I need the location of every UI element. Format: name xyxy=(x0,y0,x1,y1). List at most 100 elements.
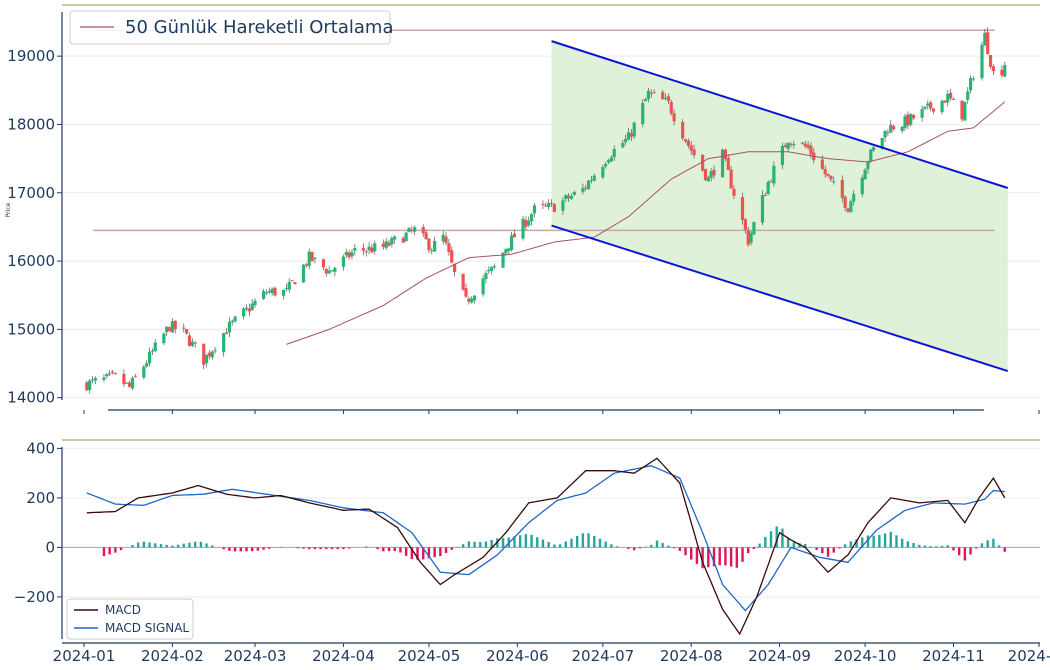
macd-hist-bar xyxy=(929,546,932,548)
macd-hist-bar xyxy=(450,547,453,550)
macd-hist-bar xyxy=(211,545,214,548)
macd-hist-bar xyxy=(701,547,704,569)
candle-body xyxy=(581,187,585,192)
macd-hist-bar xyxy=(718,547,721,566)
macd-hist-bar xyxy=(604,541,607,548)
macd-hist-bar xyxy=(461,544,465,548)
candle-body xyxy=(732,188,736,196)
macd-hist-bar xyxy=(661,543,664,548)
candle-body xyxy=(669,102,673,114)
candle-body xyxy=(906,114,910,126)
candle-body xyxy=(88,380,92,391)
macd-hist-bar xyxy=(165,544,168,548)
candle-body xyxy=(207,352,212,357)
price-y-axis-title: Price xyxy=(5,202,12,217)
macd-xtick-label: 2024-11 xyxy=(922,647,985,665)
candle-body xyxy=(612,149,616,158)
candle-body xyxy=(547,202,551,207)
macd-hist-bar xyxy=(325,547,328,550)
candle-body xyxy=(621,143,625,148)
macd-hist-bar xyxy=(900,538,904,548)
candle-body xyxy=(586,180,591,190)
candle-body xyxy=(481,278,485,295)
macd-ytick-label: 400 xyxy=(26,439,55,457)
macd-hist-bar xyxy=(250,547,254,552)
macd-hist-bar xyxy=(302,547,305,549)
candle-body xyxy=(261,291,266,299)
candle-body xyxy=(886,132,890,134)
candle-body xyxy=(672,113,676,122)
macd-hist-bar xyxy=(804,543,807,548)
candle-body xyxy=(167,327,172,332)
price-ytick-label: 14000 xyxy=(7,389,55,407)
macd-hist-bar xyxy=(330,547,334,550)
candle-body xyxy=(524,220,528,227)
price-ytick-label: 19000 xyxy=(7,47,55,65)
macd-hist-bar xyxy=(781,528,784,548)
macd-hist-bar xyxy=(695,547,699,564)
macd-hist-bar xyxy=(889,531,892,548)
channel-lower-line xyxy=(551,224,1009,373)
candle-body xyxy=(643,99,648,102)
macd-hist-bar xyxy=(193,541,197,548)
candle-body xyxy=(185,329,189,334)
candle-body xyxy=(393,236,397,240)
candle-body xyxy=(786,142,790,149)
macd-hist-bar xyxy=(729,547,733,567)
macd-hist-bar xyxy=(764,536,767,548)
macd-hist-bar xyxy=(986,540,989,548)
candle-body xyxy=(966,91,970,100)
macd-hist-bar xyxy=(638,547,642,549)
macd-histogram xyxy=(102,526,1006,569)
candle-body xyxy=(193,342,197,344)
sma50-line xyxy=(286,101,1006,345)
candle-body xyxy=(233,316,237,322)
candle-body xyxy=(866,161,870,170)
candle-body xyxy=(361,248,365,251)
macd-hist-bar xyxy=(747,547,750,554)
candle-body xyxy=(820,159,824,169)
candle-body xyxy=(384,241,388,248)
candle-body xyxy=(646,90,651,100)
candle-body xyxy=(911,114,916,119)
candle-body xyxy=(892,126,896,130)
candle-body xyxy=(544,205,548,207)
macd-hist-bar xyxy=(154,543,157,548)
macd-hist-bar xyxy=(387,547,391,552)
candle-body xyxy=(663,98,668,100)
macd-hist-bar xyxy=(667,545,670,548)
candle-body xyxy=(923,106,927,109)
candle-body xyxy=(330,270,334,272)
macd-hist-bar xyxy=(422,547,425,560)
candle-body xyxy=(213,350,217,352)
candle-body xyxy=(740,197,745,221)
candle-body xyxy=(823,169,827,175)
candle-body xyxy=(929,102,933,109)
candle-body xyxy=(150,350,155,352)
macd-hist-bar xyxy=(838,547,841,549)
candle-body xyxy=(968,78,973,91)
macd-hist-bar xyxy=(650,544,653,548)
macd-hist-bar xyxy=(467,541,471,548)
candle-body xyxy=(450,250,454,263)
candle-body xyxy=(464,288,468,297)
macd-hist-bar xyxy=(798,543,801,548)
macd-hist-bar xyxy=(347,547,351,549)
macd-hist-bar xyxy=(473,541,476,548)
candle-body xyxy=(413,227,417,232)
macd-hist-bar xyxy=(296,547,300,549)
candle-body xyxy=(387,242,391,246)
candle-body xyxy=(649,92,653,94)
candle-body xyxy=(903,116,907,129)
candle-body xyxy=(327,270,331,274)
macd-hist-bar xyxy=(792,542,796,548)
candle-body xyxy=(752,222,756,235)
macd-hist-bar xyxy=(678,547,682,551)
macd-hist-bar xyxy=(866,535,870,548)
candle-body xyxy=(843,196,847,208)
macd-hist-bar xyxy=(769,531,773,548)
macd-hist-bar xyxy=(923,545,927,548)
macd-hist-bar xyxy=(365,546,368,548)
